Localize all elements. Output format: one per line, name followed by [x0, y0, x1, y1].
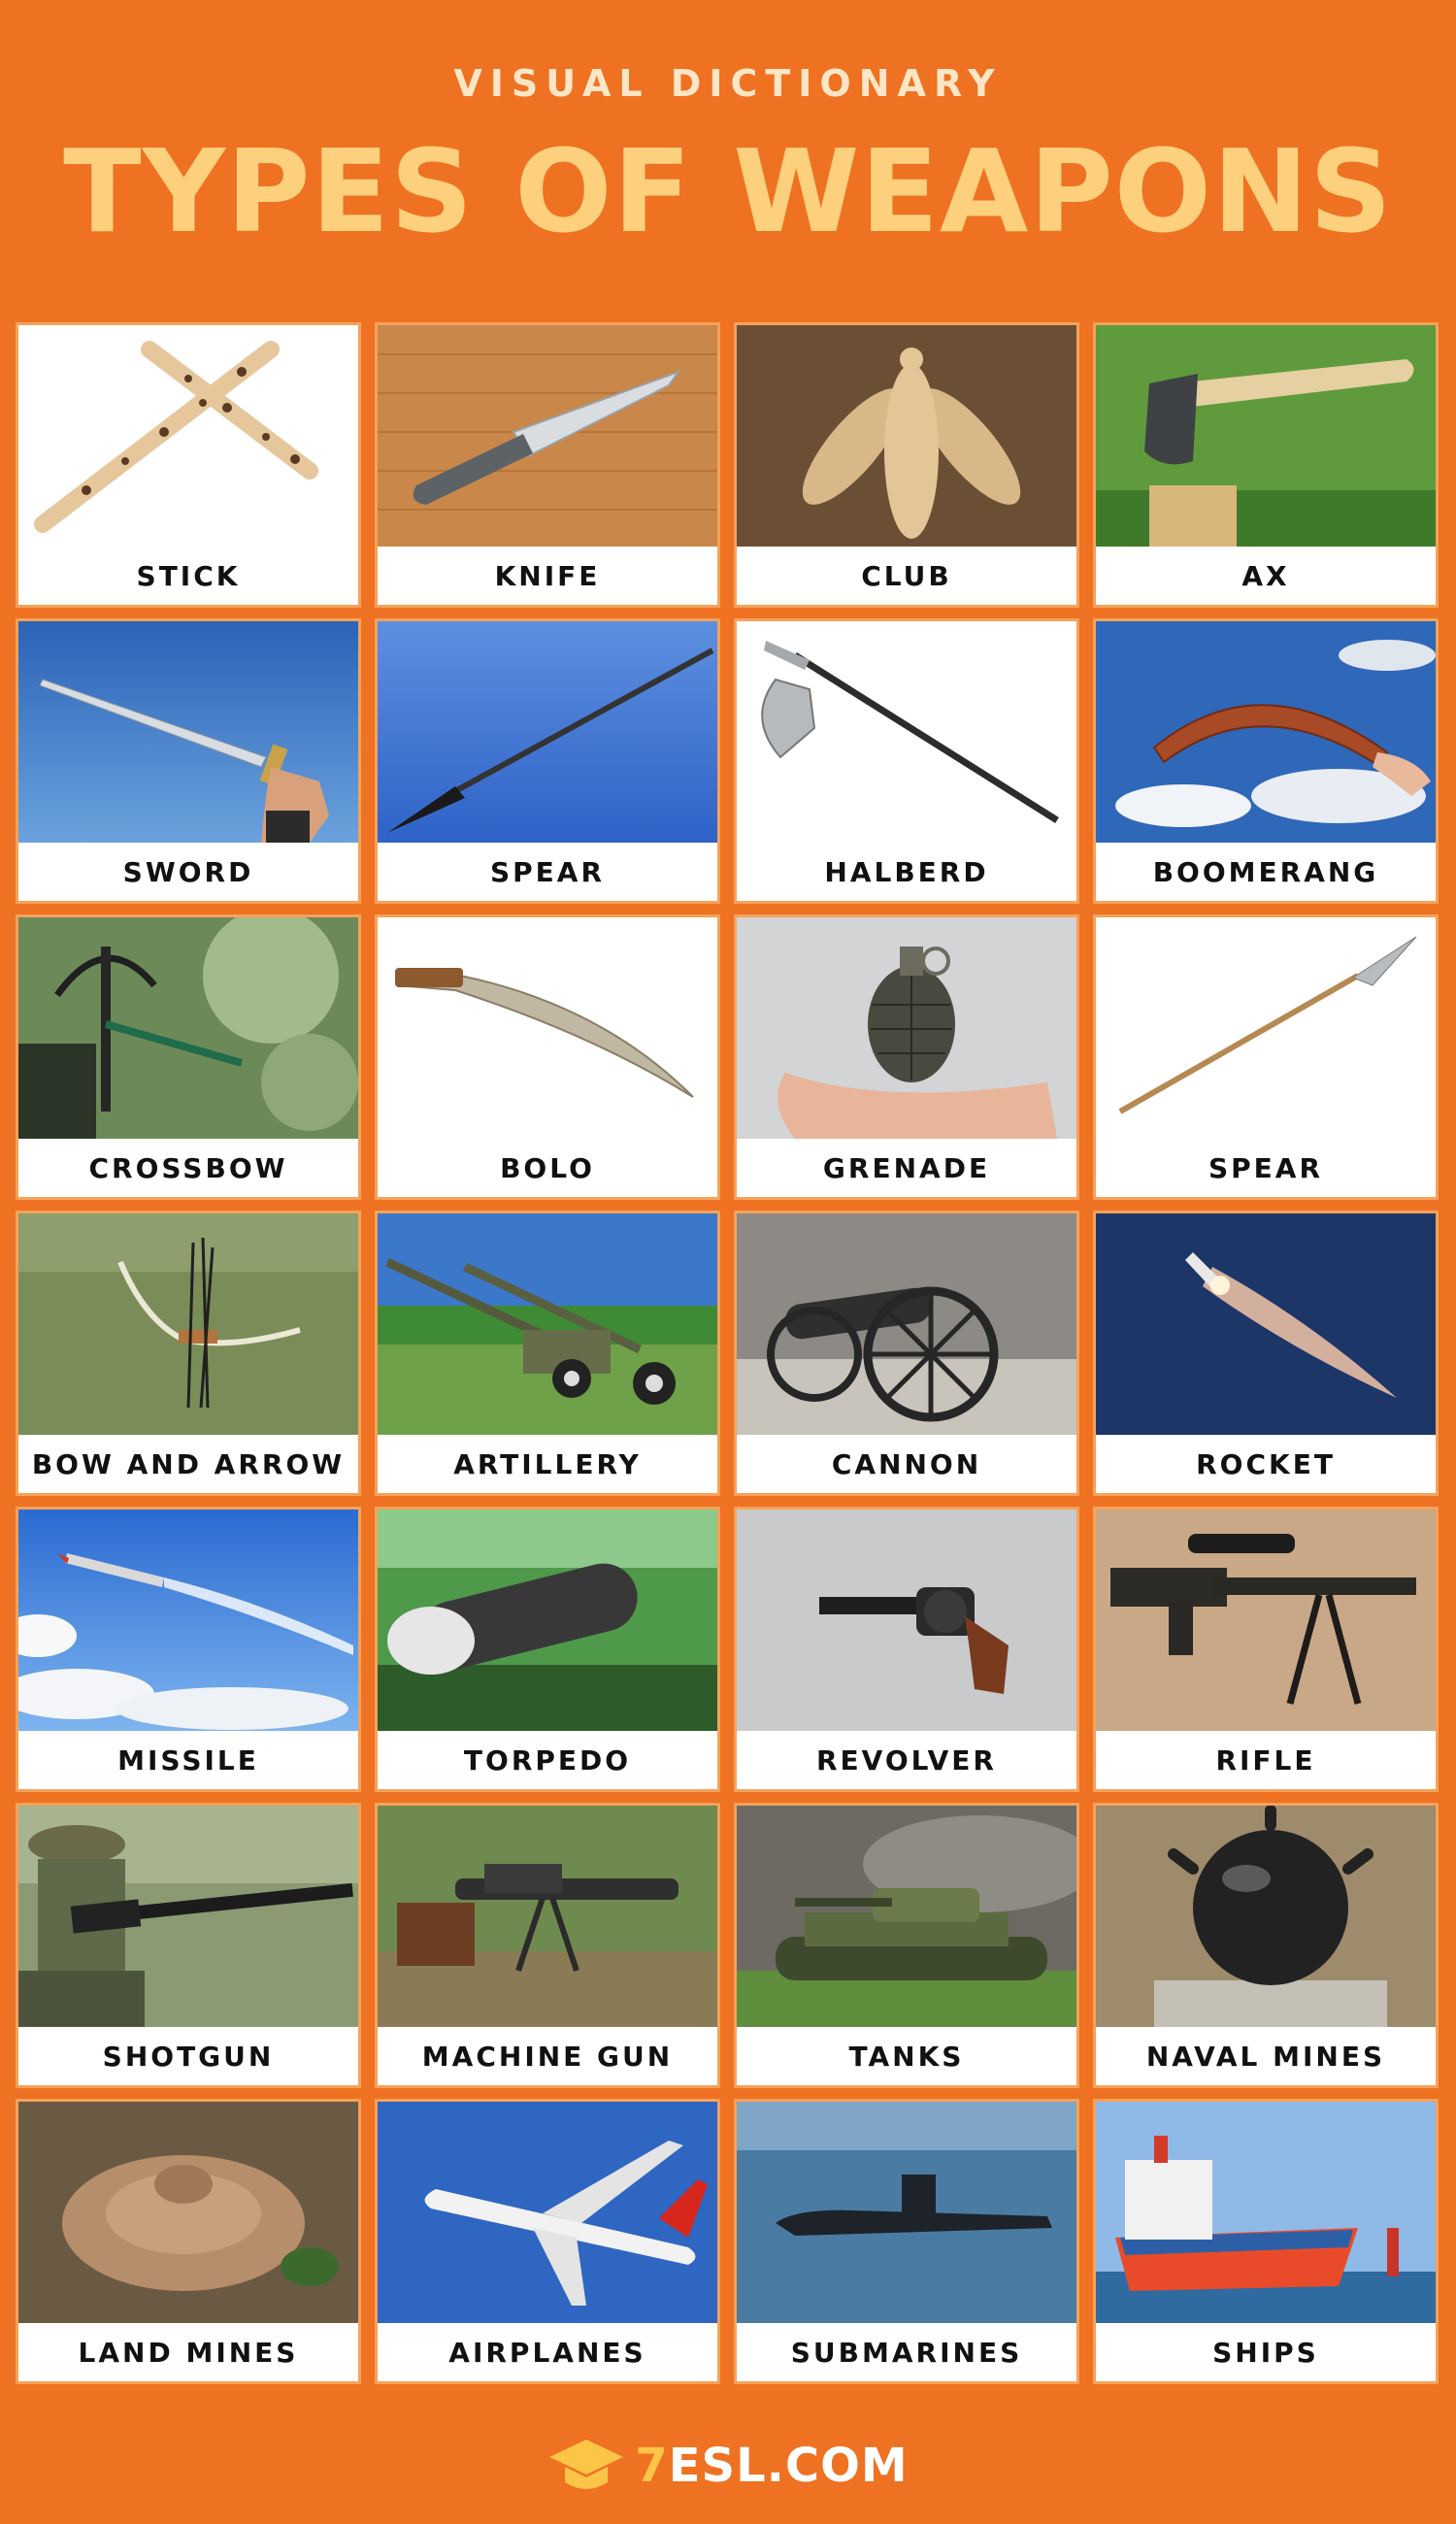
missile-icon	[18, 1510, 358, 1731]
card-label: CANNON	[831, 1447, 982, 1480]
crossbow-icon	[18, 917, 358, 1139]
stick-icon	[18, 325, 358, 547]
bolo-icon	[378, 917, 717, 1139]
card-ax: AX	[1093, 322, 1439, 608]
shotgun-icon	[18, 1806, 358, 2027]
graduation-cap-icon	[549, 2440, 624, 2489]
card-label: SHOTGUN	[102, 2040, 275, 2073]
logo-prefix: 7	[635, 2439, 669, 2493]
card-label: BOW AND ARROW	[31, 1447, 346, 1480]
card-bolo: BOLO	[375, 914, 720, 1200]
card-ships: SHIPS	[1093, 2099, 1439, 2384]
card-club: CLUB	[734, 322, 1079, 608]
knife-icon	[378, 325, 717, 547]
rifle-icon	[1096, 1510, 1436, 1731]
card-revolver: REVOLVER	[734, 1507, 1079, 1792]
submarine-icon	[737, 2102, 1076, 2323]
card-label: SHIPS	[1212, 2336, 1319, 2369]
card-label: ARTILLERY	[453, 1447, 642, 1480]
card-torpedo: TORPEDO	[375, 1507, 720, 1792]
card-rocket: ROCKET	[1093, 1211, 1439, 1496]
card-halberd: HALBERD	[734, 618, 1079, 904]
card-shotgun: SHOTGUN	[16, 1803, 361, 2088]
card-sword: SWORD	[16, 618, 361, 904]
land-mine-icon	[18, 2102, 358, 2323]
tank-icon	[737, 1806, 1076, 2027]
card-label: BOLO	[500, 1151, 595, 1184]
card-label: BOOMERANG	[1152, 855, 1379, 888]
card-label: CLUB	[861, 559, 952, 592]
card-label: MACHINE GUN	[421, 2040, 674, 2073]
card-label: MISSILE	[117, 1744, 259, 1777]
boomerang-icon	[1096, 621, 1436, 843]
card-label: SPEAR	[1208, 1151, 1324, 1184]
card-label: HALBERD	[824, 855, 989, 888]
card-machine-gun: MACHINE GUN	[375, 1803, 720, 2088]
header: VISUAL DICTIONARY TYPES OF WEAPONS	[0, 0, 1456, 254]
ship-icon	[1096, 2102, 1436, 2323]
card-label: NAVAL MINES	[1145, 2040, 1386, 2073]
page-title: TYPES OF WEAPONS	[63, 124, 1393, 258]
card-stick: STICK	[16, 322, 361, 608]
torpedo-icon	[378, 1510, 717, 1731]
artillery-icon	[378, 1213, 717, 1435]
card-spear-2: SPEAR	[1093, 914, 1439, 1200]
ax-icon	[1096, 325, 1436, 547]
card-label: SPEAR	[489, 855, 606, 888]
card-label: LAND MINES	[78, 2336, 299, 2369]
logo-text: 7ESL.COM	[635, 2439, 908, 2493]
cannon-icon	[737, 1213, 1076, 1435]
halberd-icon	[737, 621, 1076, 843]
card-grenade: GRENADE	[734, 914, 1079, 1200]
card-label: KNIFE	[494, 559, 601, 592]
sword-icon	[18, 621, 358, 843]
grenade-icon	[737, 917, 1076, 1139]
club-icon	[737, 325, 1076, 547]
revolver-icon	[737, 1510, 1076, 1731]
naval-mine-icon	[1096, 1806, 1436, 2027]
card-label: SWORD	[122, 855, 254, 888]
machine-gun-icon	[378, 1806, 717, 2027]
card-label: GRENADE	[822, 1151, 991, 1184]
airplane-icon	[378, 2102, 717, 2323]
card-boomerang: BOOMERANG	[1093, 618, 1439, 904]
page-subtitle: VISUAL DICTIONARY	[453, 62, 1003, 105]
card-cannon: CANNON	[734, 1211, 1079, 1496]
card-label: RIFLE	[1215, 1744, 1316, 1777]
card-artillery: ARTILLERY	[375, 1211, 720, 1496]
logo-main: ESL.COM	[668, 2439, 909, 2493]
card-naval-mines: NAVAL MINES	[1093, 1803, 1439, 2088]
card-crossbow: CROSSBOW	[16, 914, 361, 1200]
spear-icon	[378, 621, 717, 843]
card-spear: SPEAR	[375, 618, 720, 904]
card-bow-and-arrow: BOW AND ARROW	[16, 1211, 361, 1496]
card-missile: MISSILE	[16, 1507, 361, 1792]
bow-and-arrow-icon	[18, 1213, 358, 1435]
card-label: AX	[1241, 559, 1290, 592]
card-label: ROCKET	[1196, 1447, 1336, 1480]
card-label: TORPEDO	[463, 1744, 632, 1777]
card-label: TANKS	[848, 2040, 965, 2073]
footer-logo: 7ESL.COM	[0, 2427, 1456, 2505]
card-label: REVOLVER	[815, 1744, 997, 1777]
card-land-mines: LAND MINES	[16, 2099, 361, 2384]
card-label: SUBMARINES	[790, 2336, 1023, 2369]
card-tanks: TANKS	[734, 1803, 1079, 2088]
card-label: CROSSBOW	[88, 1151, 288, 1184]
card-airplanes: AIRPLANES	[375, 2099, 720, 2384]
card-label: STICK	[136, 559, 241, 592]
rocket-icon	[1096, 1213, 1436, 1435]
card-submarines: SUBMARINES	[734, 2099, 1079, 2384]
card-label: AIRPLANES	[448, 2336, 646, 2369]
weapon-grid: STICK KNIFE	[16, 322, 1440, 2384]
card-knife: KNIFE	[375, 322, 720, 608]
card-rifle: RIFLE	[1093, 1507, 1439, 1792]
spear-icon	[1096, 917, 1436, 1139]
